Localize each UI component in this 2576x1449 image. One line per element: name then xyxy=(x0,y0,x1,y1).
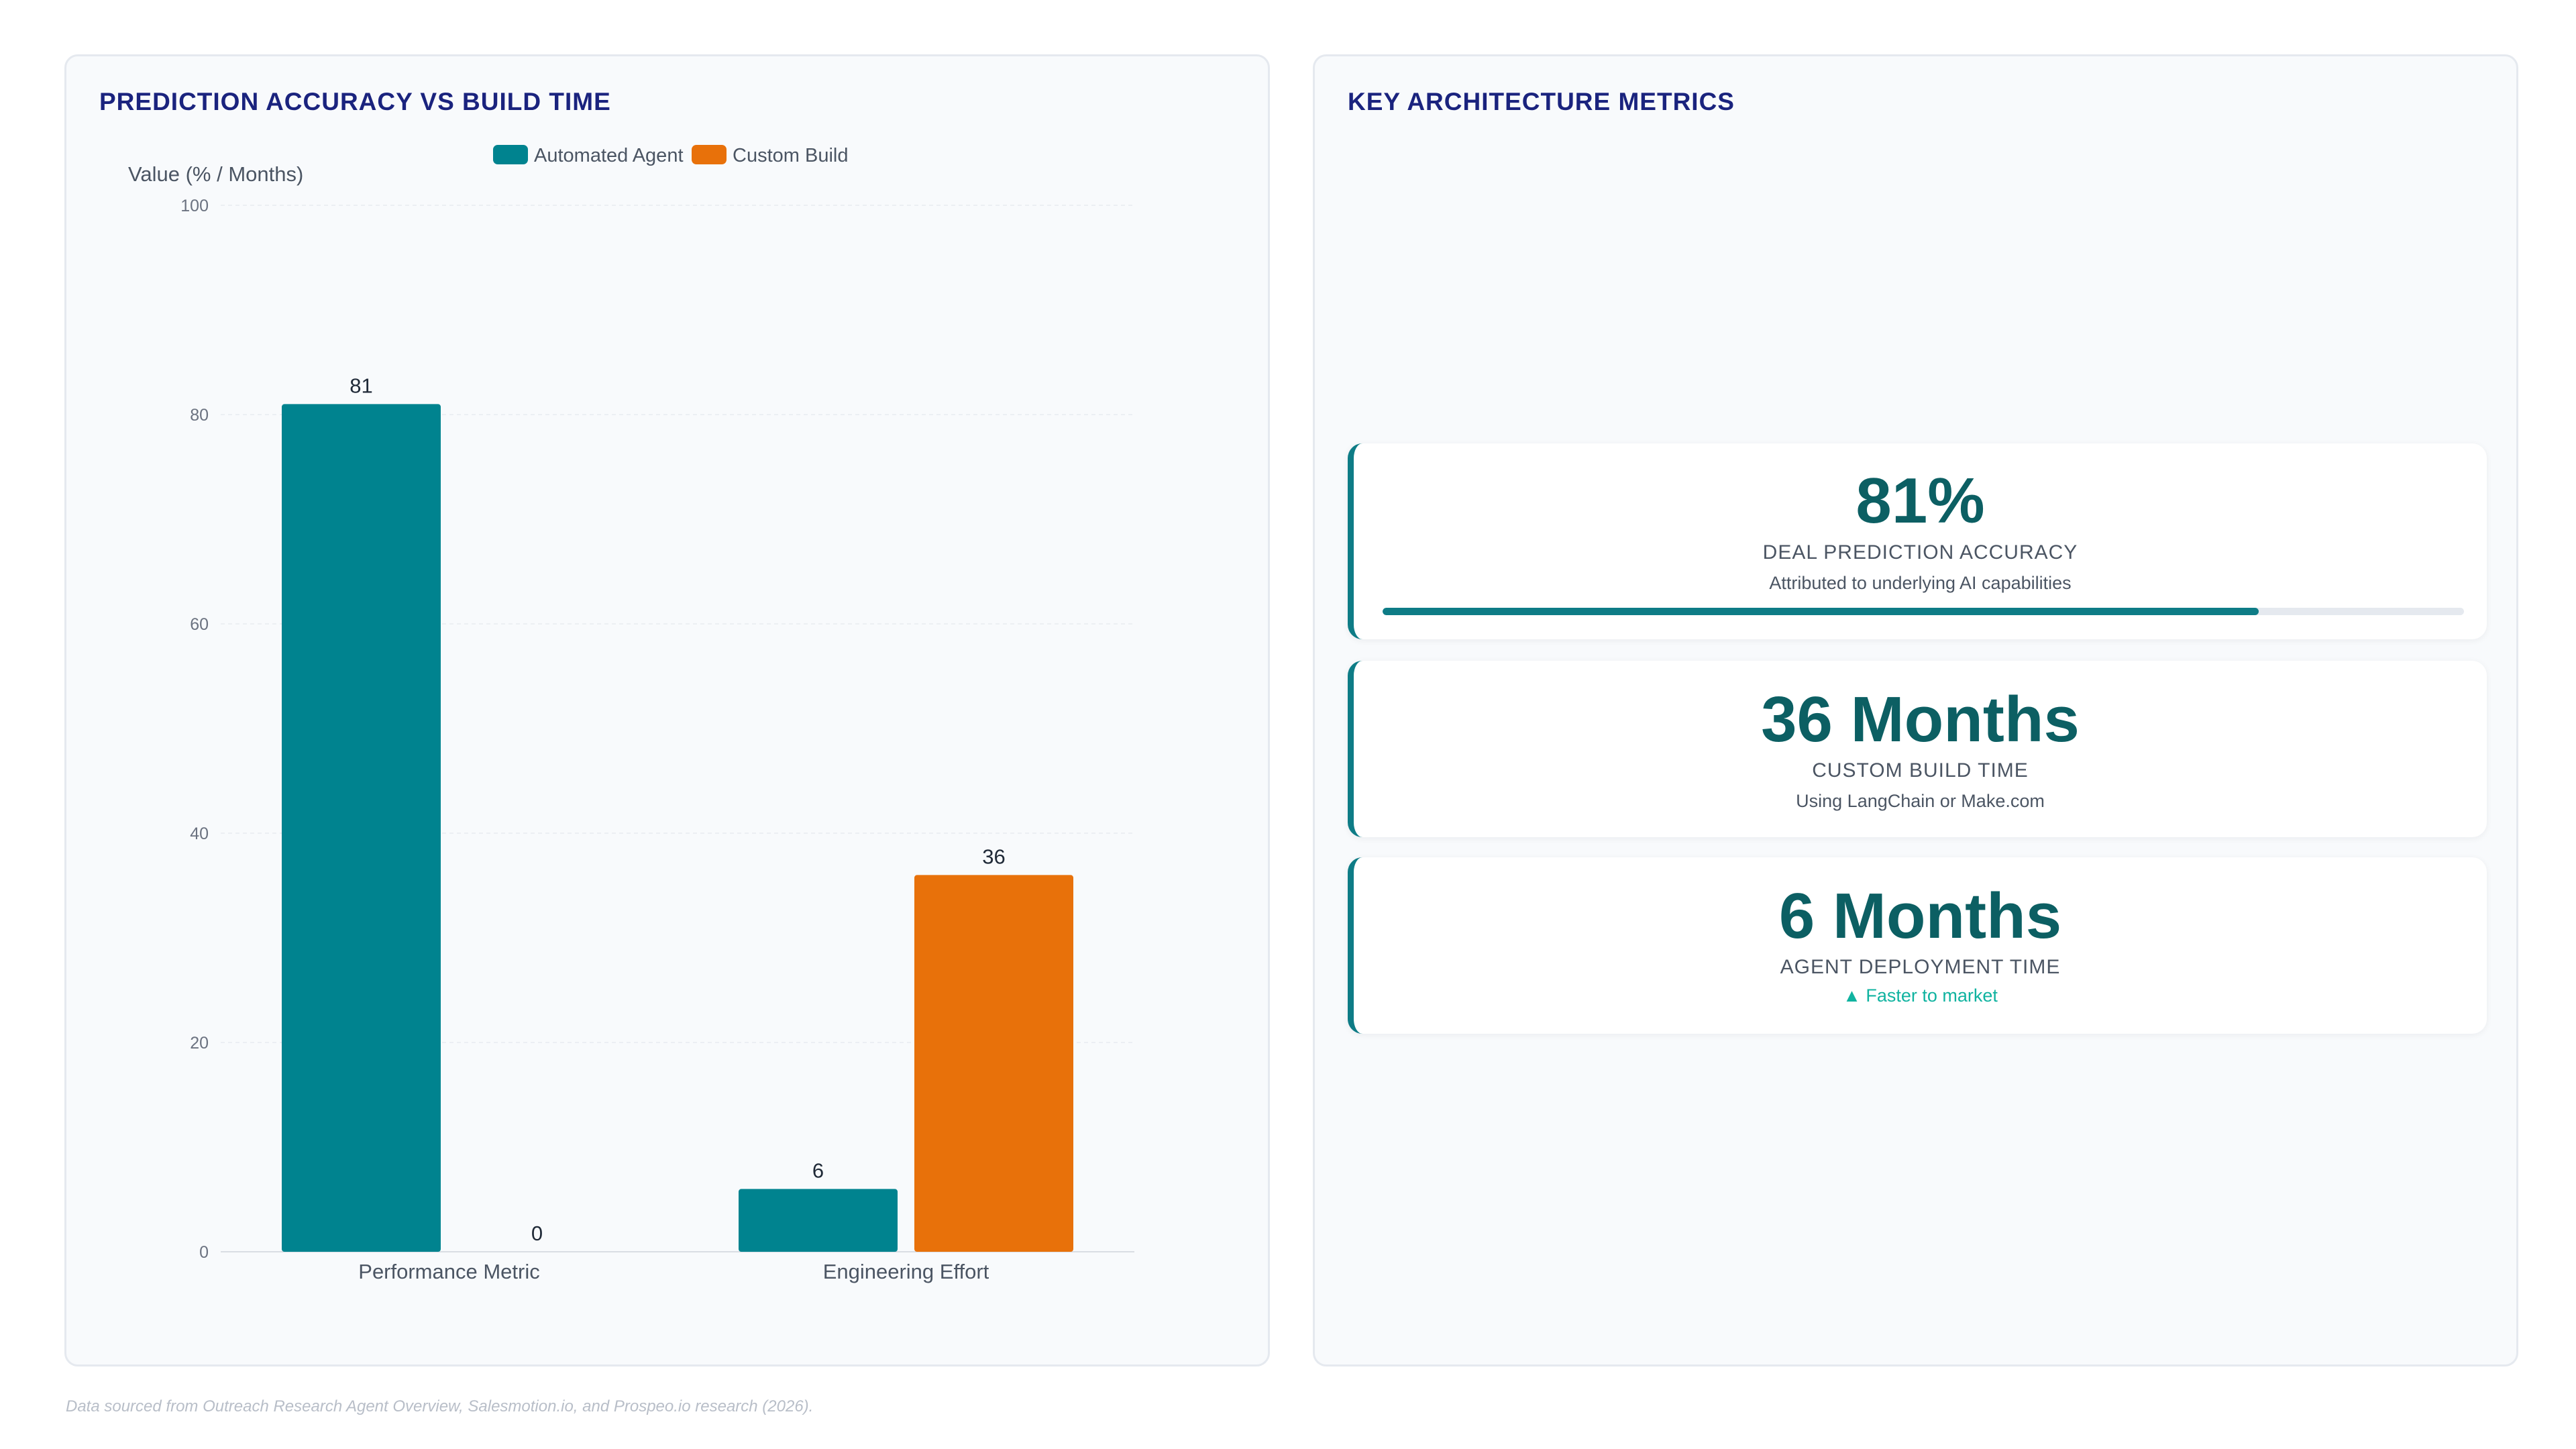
deploy-time-subtext: ▲ Faster to market xyxy=(1843,985,1998,1006)
y-tick-label: 40 xyxy=(190,824,209,843)
build-time-label: CUSTOM BUILD TIME xyxy=(1812,759,2029,782)
bar-value-label: 36 xyxy=(982,845,1005,868)
y-tick-label: 20 xyxy=(190,1034,209,1053)
y-tick-label: 100 xyxy=(180,197,209,215)
bar xyxy=(739,1189,898,1252)
deploy-time-value: 6 Months xyxy=(1778,880,2062,952)
build-time-card: 36 Months CUSTOM BUILD TIME Using LangCh… xyxy=(1348,661,2487,837)
data-source-footnote: Data sourced from Outreach Research Agen… xyxy=(66,1397,814,1415)
build-time-subtext: Using LangChain or Make.com xyxy=(1796,791,2045,811)
bar-value-label: 6 xyxy=(812,1159,824,1182)
accuracy-value: 81% xyxy=(1856,465,1985,537)
accuracy-label: DEAL PREDICTION ACCURACY xyxy=(1762,541,2078,564)
chart-title: PREDICTION ACCURACY VS BUILD TIME xyxy=(99,88,611,115)
y-tick-label: 0 xyxy=(199,1243,209,1262)
legend-swatch xyxy=(692,145,727,164)
deploy-time-card: 6 Months AGENT DEPLOYMENT TIME ▲ Faster … xyxy=(1348,857,2487,1034)
accuracy-progress-fill xyxy=(1383,608,2259,615)
accuracy-progress-bar xyxy=(1383,608,2464,615)
y-tick-label: 60 xyxy=(190,615,209,634)
metrics-title: KEY ARCHITECTURE METRICS xyxy=(1348,88,1735,115)
metrics-panel: KEY ARCHITECTURE METRICS 81% DEAL PREDIC… xyxy=(1313,54,2518,1366)
bar xyxy=(282,404,441,1252)
legend-swatch xyxy=(493,145,528,164)
legend-label: Automated Agent xyxy=(534,145,684,166)
accuracy-card: 81% DEAL PREDICTION ACCURACY Attributed … xyxy=(1348,443,2487,639)
y-axis-title: Value (% / Months) xyxy=(128,162,303,186)
accuracy-subtext: Attributed to underlying AI capabilities xyxy=(1769,573,2072,593)
bar-value-label: 81 xyxy=(350,374,372,397)
legend-label: Custom Build xyxy=(733,145,848,166)
x-category-label: Engineering Effort xyxy=(823,1260,989,1283)
chart-panel: PREDICTION ACCURACY VS BUILD TIME 0 20 40 6… xyxy=(64,54,1270,1366)
build-time-value: 36 Months xyxy=(1761,684,2080,755)
x-category-label: Performance Metric xyxy=(358,1260,539,1283)
bar xyxy=(914,875,1073,1252)
bar-value-label: 0 xyxy=(531,1222,543,1245)
y-tick-label: 80 xyxy=(190,406,209,425)
deploy-time-label: AGENT DEPLOYMENT TIME xyxy=(1780,956,2061,978)
